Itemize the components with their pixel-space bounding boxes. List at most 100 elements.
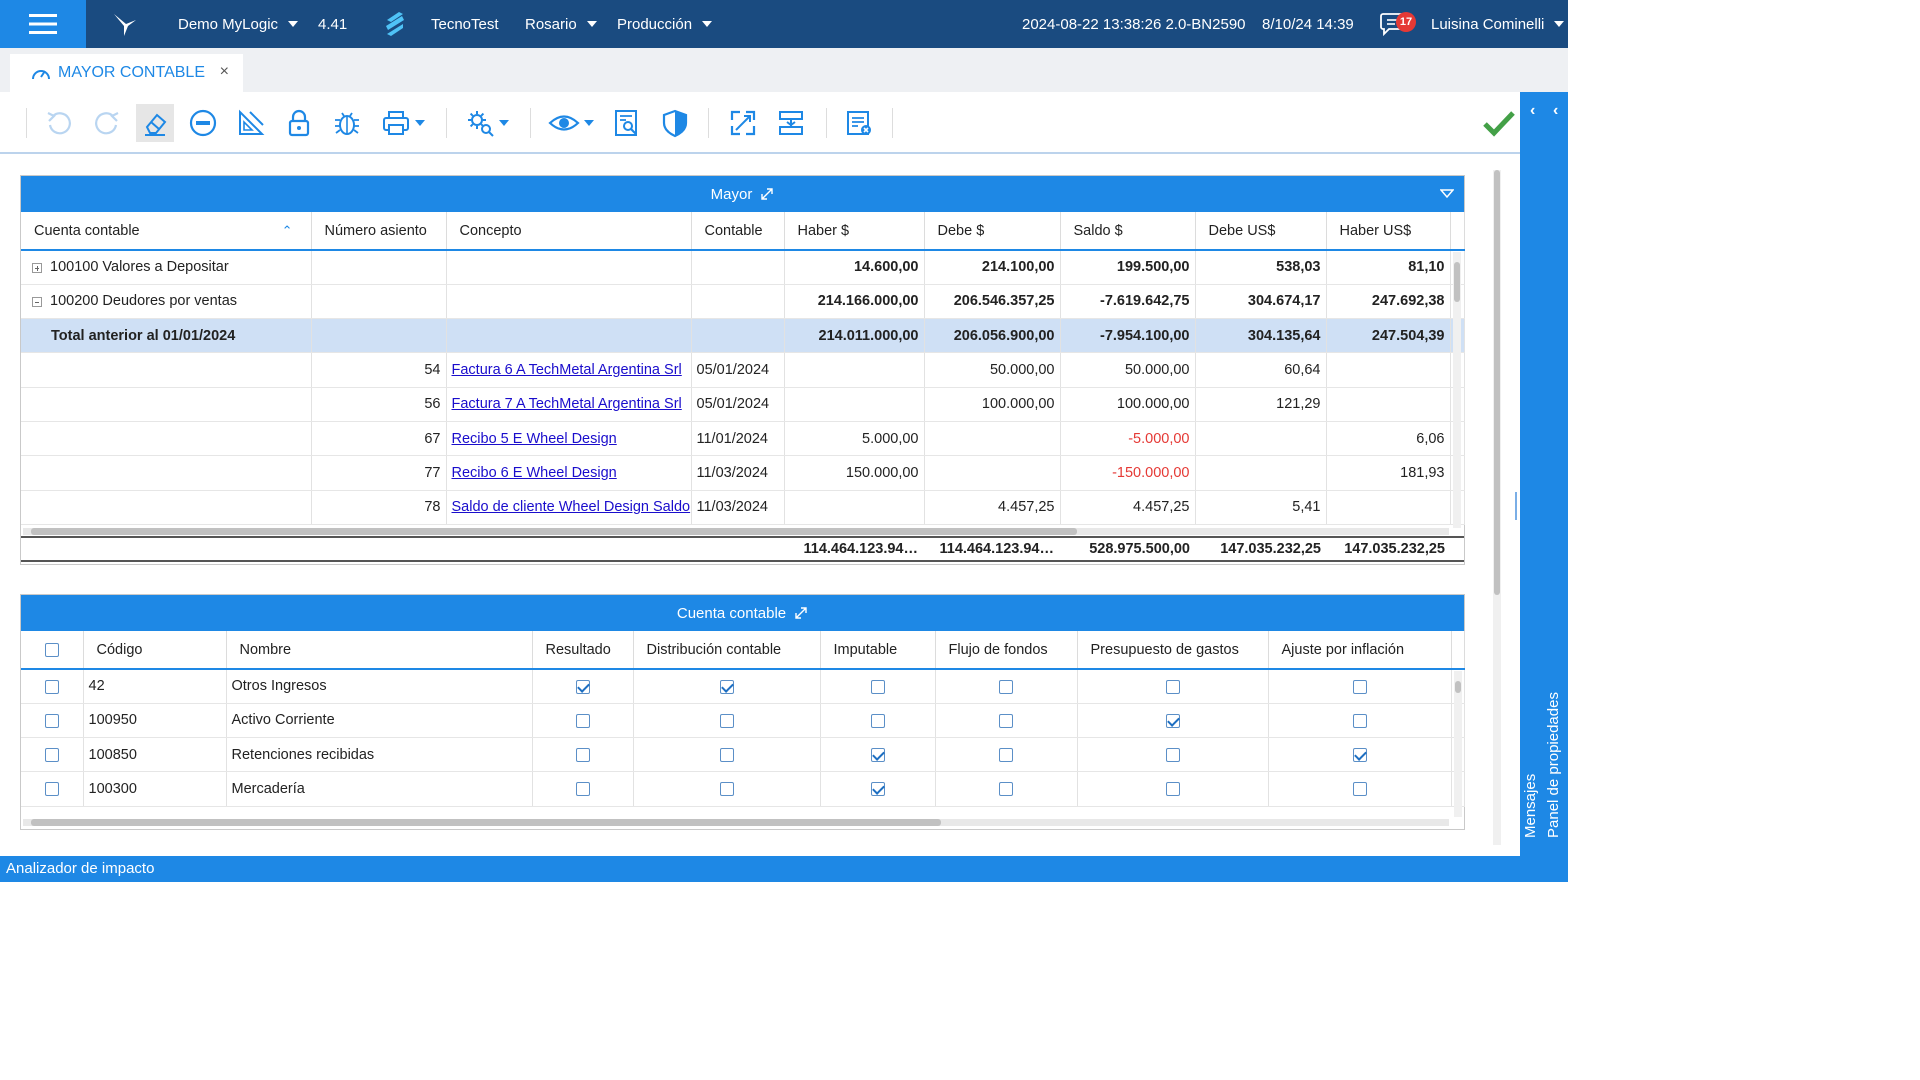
resultado-checkbox[interactable]	[575, 782, 590, 797]
view-button[interactable]	[546, 104, 596, 142]
resultado-checkbox[interactable]	[575, 747, 590, 762]
col-debe-usd[interactable]: Debe US$	[1195, 212, 1327, 251]
table-row[interactable]: 100300 Mercadería	[21, 771, 1465, 807]
split-button[interactable]	[772, 104, 810, 142]
col-resultado[interactable]: Resultado	[532, 631, 634, 670]
expand-button[interactable]	[724, 104, 762, 142]
environment-selector[interactable]: Producción	[617, 0, 713, 48]
expand-arrows-icon[interactable]	[794, 606, 808, 620]
distribucion-checkbox[interactable]	[719, 747, 734, 762]
debug-button[interactable]	[328, 104, 366, 142]
table-row[interactable]: 78 Saldo de cliente Wheel Design Saldo 1…	[21, 490, 1465, 525]
col-presupuesto-gastos[interactable]: Presupuesto de gastos	[1077, 631, 1269, 670]
company-name[interactable]: TecnoTest	[431, 15, 499, 33]
table-row[interactable]: 56 Factura 7 A TechMetal Argentina Srl 0…	[21, 387, 1465, 422]
presupuesto-checkbox[interactable]	[1165, 782, 1180, 797]
flujo-checkbox[interactable]	[999, 679, 1013, 694]
table-row[interactable]: 54 Factura 6 A TechMetal Argentina Srl 0…	[21, 352, 1465, 388]
flujo-checkbox[interactable]	[999, 747, 1013, 762]
concepto-link[interactable]: Factura 6 A TechMetal Argentina Srl	[451, 362, 682, 379]
total-row[interactable]: Total anterior al 01/01/2024 214.011.000…	[21, 318, 1465, 354]
scroll-thumb[interactable]	[31, 819, 941, 826]
undo-button[interactable]	[40, 104, 78, 142]
col-nombre[interactable]: Nombre	[226, 631, 533, 670]
row-select-checkbox[interactable]	[44, 747, 59, 762]
imputable-checkbox[interactable]	[870, 713, 885, 728]
messages-button[interactable]: 17	[1379, 0, 1416, 48]
main-scrollbar[interactable]	[1493, 170, 1501, 845]
impact-analyzer-bar[interactable]: Analizador de impacto	[0, 856, 1568, 882]
table-row[interactable]: 42 Otros Ingresos	[21, 669, 1465, 704]
inspect-button[interactable]	[608, 104, 646, 142]
col-saldo-pesos[interactable]: Saldo $	[1060, 212, 1196, 251]
properties-panel-tab[interactable]: Panel de propiedades	[1545, 692, 1562, 838]
print-button[interactable]	[378, 104, 428, 142]
imputable-checkbox[interactable]	[870, 782, 885, 797]
concepto-link[interactable]: Recibo 5 E Wheel Design	[451, 430, 617, 447]
table-row[interactable]: 100100 Valores a Depositar 14.600,00 214…	[21, 250, 1465, 285]
col-haber-pesos[interactable]: Haber $	[784, 212, 925, 251]
chevron-left-icon[interactable]: ‹	[1553, 102, 1559, 119]
lock-button[interactable]	[280, 104, 318, 142]
row-select-checkbox[interactable]	[44, 782, 59, 797]
col-numero-asiento[interactable]: Número asiento	[311, 212, 447, 251]
ajuste-checkbox[interactable]	[1352, 713, 1367, 728]
col-distribucion-contable[interactable]: Distribución contable	[633, 631, 821, 670]
distribucion-checkbox[interactable]	[719, 713, 734, 728]
mayor-hscrollbar[interactable]	[23, 528, 1449, 535]
scroll-thumb[interactable]	[31, 528, 1077, 535]
list-cancel-button[interactable]	[840, 104, 878, 142]
user-menu[interactable]: Luisina Cominelli	[1431, 0, 1565, 48]
confirm-button[interactable]	[1480, 104, 1518, 142]
row-select-checkbox[interactable]	[44, 713, 59, 728]
col-concepto[interactable]: Concepto	[446, 212, 692, 251]
concepto-link[interactable]: Factura 7 A TechMetal Argentina Srl	[451, 396, 682, 413]
table-row[interactable]: 67 Recibo 5 E Wheel Design 11/01/2024 5.…	[21, 421, 1465, 457]
close-icon[interactable]: ×	[219, 63, 229, 80]
tab-mayor-contable[interactable]: MAYOR CONTABLE ×	[10, 54, 243, 92]
menu-button[interactable]	[0, 0, 86, 48]
row-select-checkbox[interactable]	[44, 679, 59, 694]
flujo-checkbox[interactable]	[999, 713, 1013, 728]
scroll-thumb[interactable]	[1454, 262, 1460, 302]
messages-tab[interactable]: Mensajes	[1522, 773, 1539, 838]
concepto-link[interactable]: Saldo de cliente Wheel Design Saldo	[451, 499, 691, 516]
scroll-thumb[interactable]	[1455, 681, 1461, 693]
imputable-checkbox[interactable]	[870, 747, 885, 762]
col-contable[interactable]: Contable	[691, 212, 785, 251]
col-haber-usd[interactable]: Haber US$	[1326, 212, 1451, 251]
remove-button[interactable]	[184, 104, 222, 142]
col-codigo[interactable]: Código	[83, 631, 227, 670]
expand-icon[interactable]	[32, 262, 42, 273]
resultado-checkbox[interactable]	[575, 679, 590, 694]
col-ajuste-inflacion[interactable]: Ajuste por inflación	[1268, 631, 1452, 670]
distribucion-checkbox[interactable]	[719, 679, 734, 694]
presupuesto-checkbox[interactable]	[1165, 679, 1180, 694]
col-cuenta-contable[interactable]: Cuenta contable ⌃	[21, 212, 312, 251]
security-button[interactable]	[656, 104, 694, 142]
distribucion-checkbox[interactable]	[719, 782, 734, 797]
imputable-checkbox[interactable]	[870, 679, 885, 694]
collapse-panel-icon[interactable]	[1440, 188, 1454, 200]
expand-arrows-icon[interactable]	[760, 187, 774, 201]
measure-button[interactable]	[232, 104, 270, 142]
presupuesto-checkbox[interactable]	[1165, 713, 1180, 728]
col-flujo-fondos[interactable]: Flujo de fondos	[935, 631, 1078, 670]
select-all-checkbox[interactable]	[44, 642, 59, 657]
mayor-vscrollbar[interactable]	[1453, 252, 1461, 528]
redo-button[interactable]	[88, 104, 126, 142]
concepto-link[interactable]: Recibo 6 E Wheel Design	[451, 464, 617, 481]
scroll-thumb[interactable]	[1494, 170, 1500, 595]
ajuste-checkbox[interactable]	[1352, 679, 1367, 694]
splitter-handle[interactable]	[1515, 492, 1517, 520]
ajuste-checkbox[interactable]	[1352, 747, 1367, 762]
settings-button[interactable]	[462, 104, 512, 142]
logo-icon[interactable]	[112, 0, 138, 48]
presupuesto-checkbox[interactable]	[1165, 747, 1180, 762]
app-selector[interactable]: Demo MyLogic	[178, 0, 299, 48]
cuentas-hscrollbar[interactable]	[23, 819, 1449, 826]
sort-up-icon[interactable]: ⌃	[281, 222, 293, 238]
chevron-left-icon[interactable]: ‹	[1530, 102, 1536, 119]
branch-selector[interactable]: Rosario	[525, 0, 597, 48]
clear-button[interactable]	[136, 104, 174, 142]
